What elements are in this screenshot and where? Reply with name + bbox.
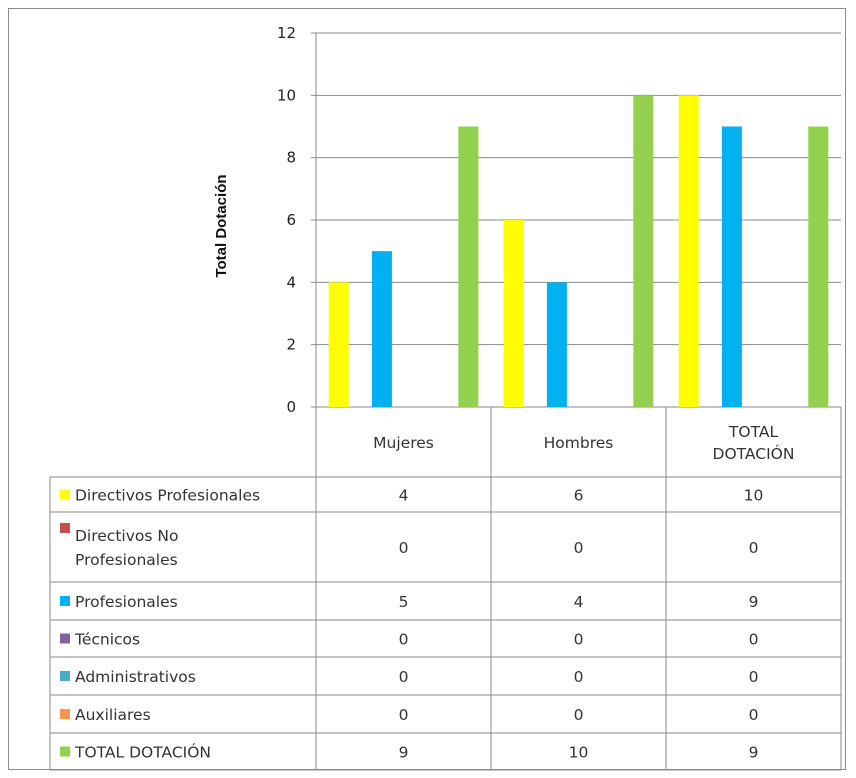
y-tick-label: 10: [277, 86, 296, 104]
legend-label: Directivos No Profesionales: [75, 527, 178, 569]
table-cell-value: 0: [749, 631, 759, 649]
table-cell-value: 0: [574, 706, 584, 724]
y-tick-label: 4: [286, 273, 296, 291]
legend-swatch: [60, 633, 70, 644]
chart-frame: [8, 8, 846, 770]
legend-swatch: [60, 709, 70, 719]
table-cell-value: 9: [749, 744, 759, 762]
y-tick-labels: 0 2 4 6 8 10 12: [277, 24, 296, 416]
legend-label: Auxiliares: [75, 706, 151, 724]
table-cell-value: 0: [574, 631, 584, 649]
table-cell-value: 0: [749, 539, 759, 557]
table-cell-value: 0: [574, 668, 584, 686]
legend-label: TOTAL DOTACIÓN: [74, 743, 211, 762]
table-cell-value: 6: [574, 487, 584, 505]
category-label: Hombres: [544, 434, 614, 452]
bar: [546, 282, 567, 407]
legend-swatch: [60, 746, 70, 757]
bar: [721, 126, 742, 407]
legend-label: Técnicos: [74, 631, 140, 649]
table-cell-value: 0: [749, 668, 759, 686]
bar: [328, 282, 349, 407]
gridlines: [311, 32, 841, 408]
table-cell-value: 5: [399, 593, 409, 611]
data-table: Mujeres Hombres TOTAL DOTACIÓN Directivos Pr…: [49, 407, 842, 771]
bar: [458, 126, 479, 407]
bars: [328, 95, 829, 407]
bar: [371, 251, 392, 407]
legend-label: Administrativos: [75, 668, 196, 686]
bar: [678, 95, 699, 407]
table-cell-value: 0: [399, 668, 409, 686]
y-tick-label: 12: [277, 24, 296, 42]
y-axis-label: Total Dotación: [213, 174, 230, 277]
category-label: Mujeres: [373, 434, 434, 452]
category-label: TOTAL DOTACIÓN: [713, 423, 795, 463]
bar: [633, 95, 654, 407]
y-tick-label: 2: [286, 336, 296, 354]
table-cell-value: 0: [399, 539, 409, 557]
table-cell-value: 4: [399, 487, 409, 505]
table-cell-value: 0: [399, 631, 409, 649]
legend-swatch: [60, 523, 70, 533]
table-cell-value: 0: [399, 706, 409, 724]
legend-label: Profesionales: [75, 593, 178, 611]
y-tick-label: 6: [286, 211, 296, 229]
table-cell-value: 0: [749, 706, 759, 724]
table-cell-value: 9: [399, 744, 409, 762]
legend-swatch: [60, 489, 70, 500]
legend-swatch: [60, 596, 70, 606]
table-cell-value: 10: [744, 487, 764, 505]
y-tick-label: 0: [286, 398, 296, 416]
legend-swatch: [60, 671, 70, 681]
y-tick-label: 8: [286, 149, 296, 167]
bar: [503, 220, 524, 407]
bar: [808, 126, 829, 407]
table-cell-value: 9: [749, 593, 759, 611]
legend-label: Directivos Profesionales: [75, 487, 260, 505]
table-cell-value: 4: [574, 593, 584, 611]
table-cell-value: 0: [574, 539, 584, 557]
table-cell-value: 10: [569, 744, 589, 762]
